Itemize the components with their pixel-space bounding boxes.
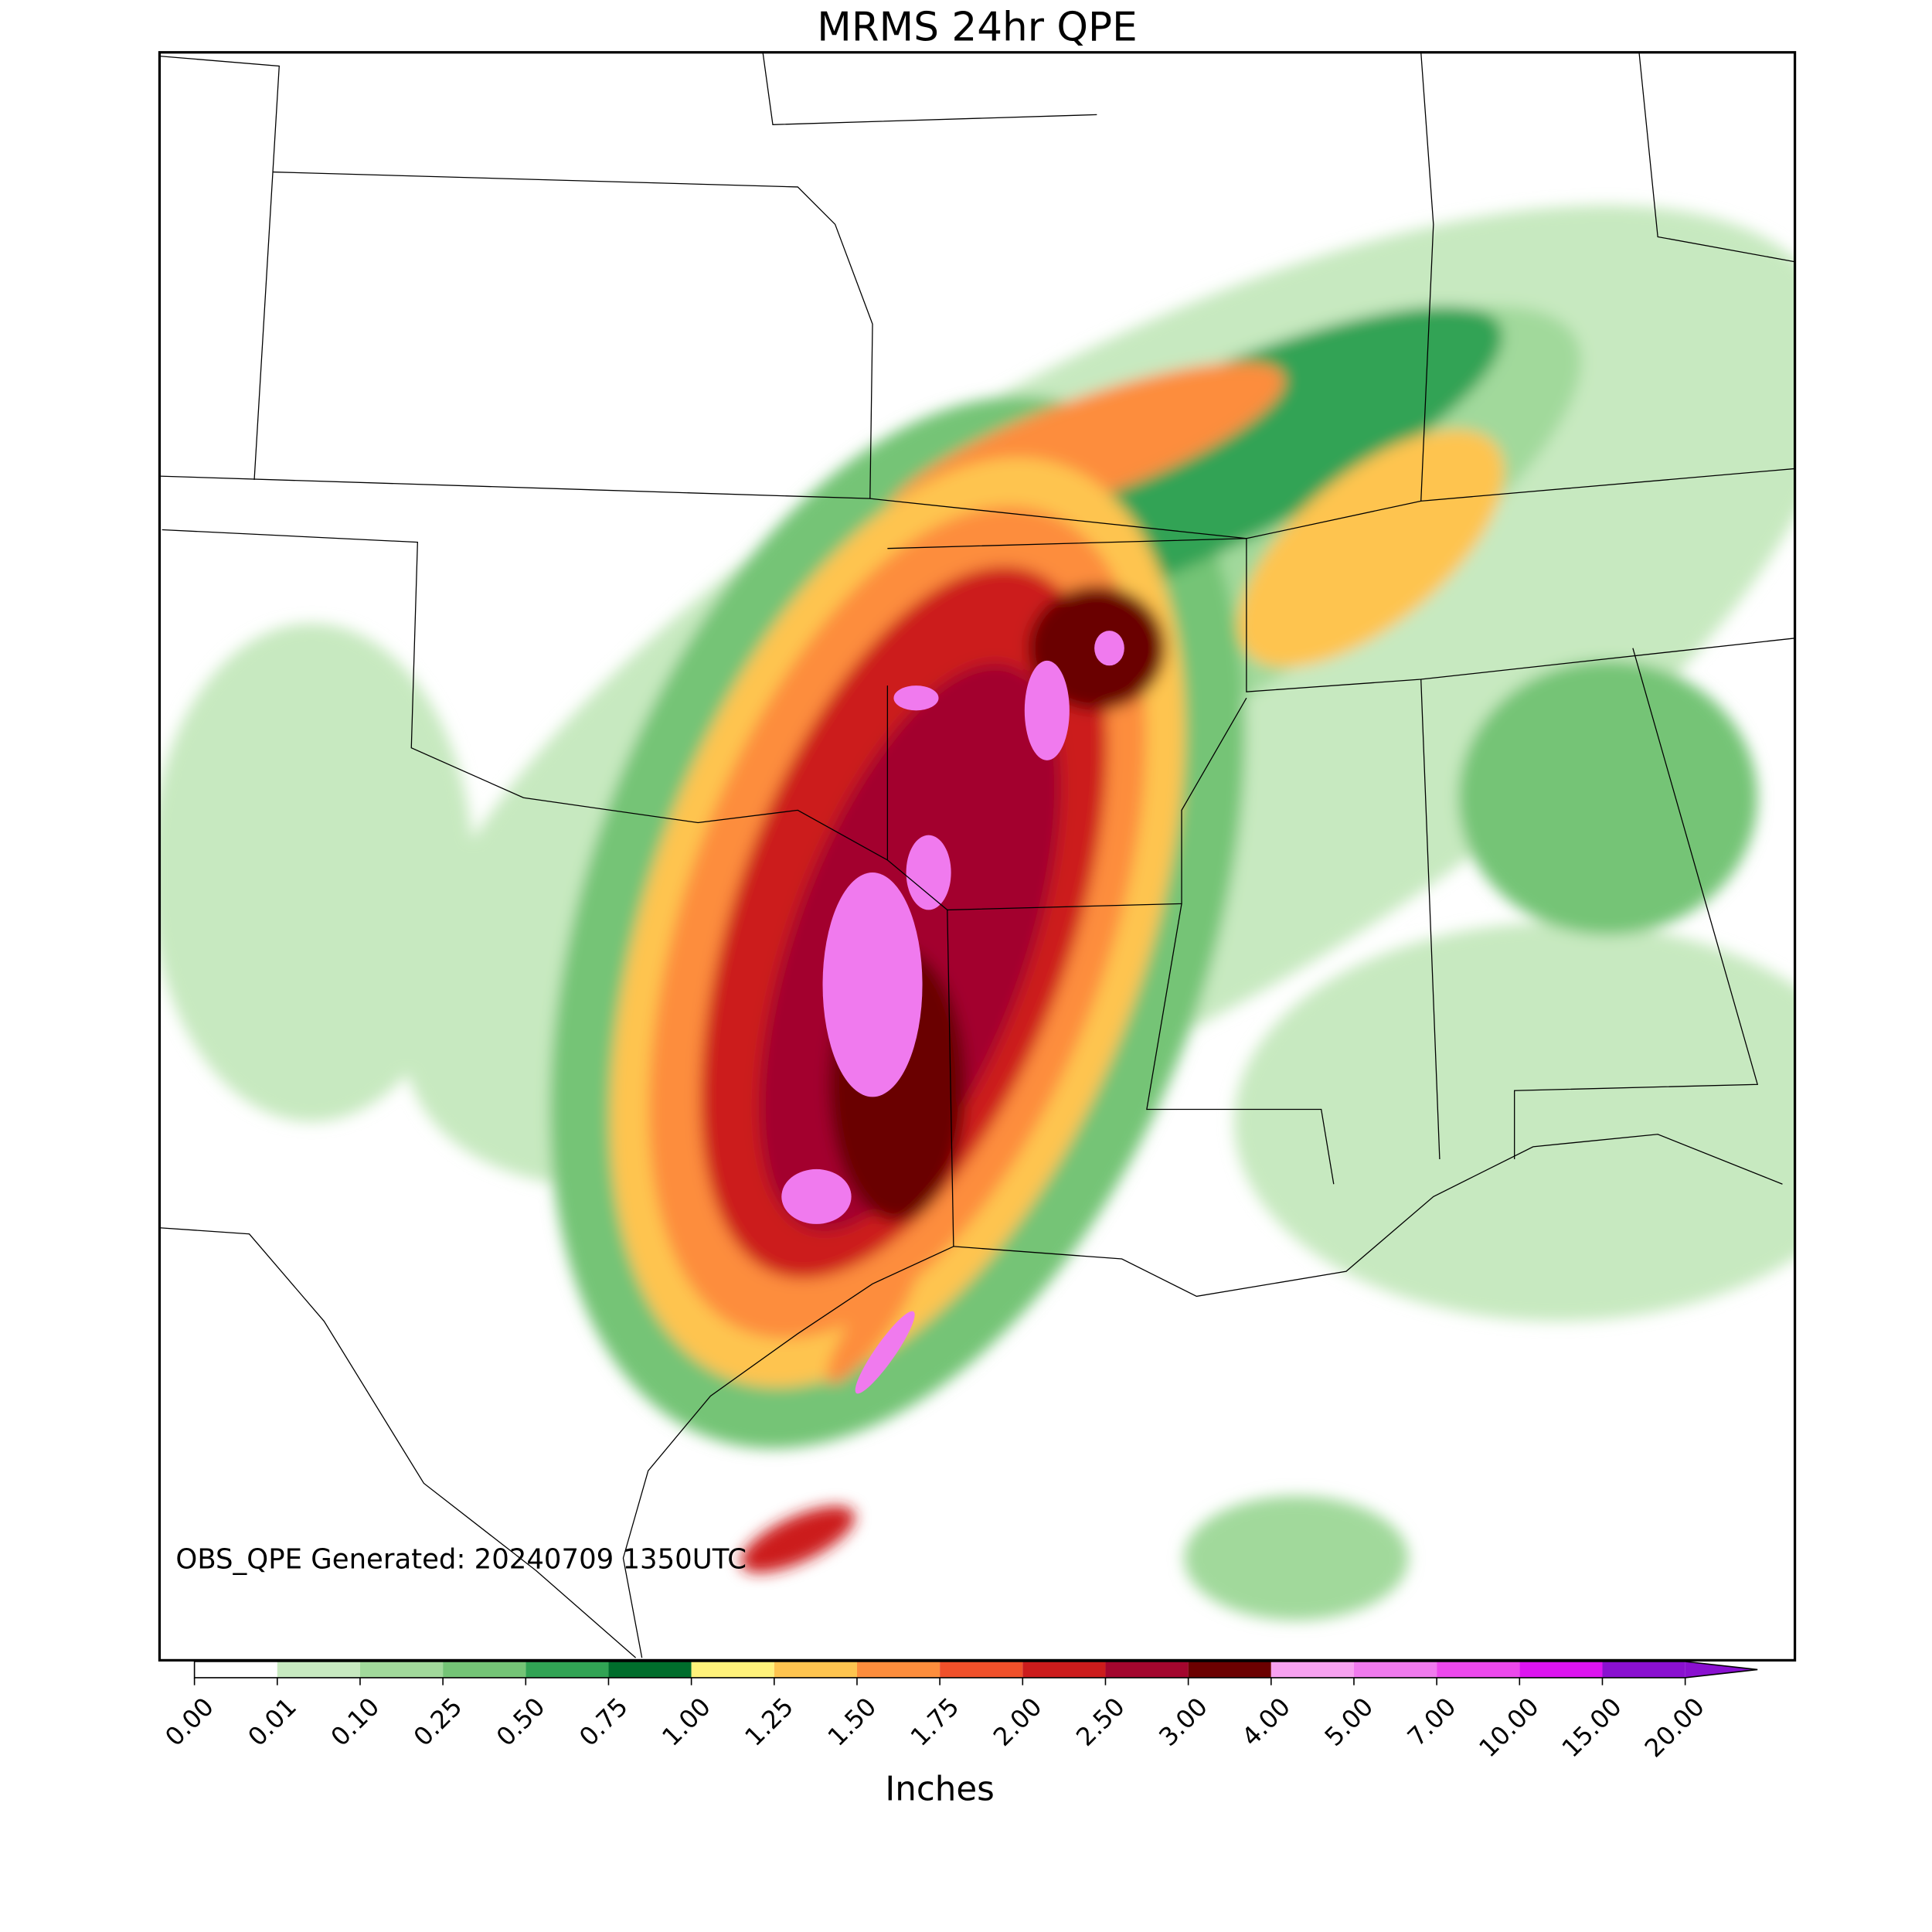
colorbar-tick-label: 0.10	[325, 1692, 386, 1752]
generated-annotation: OBS_QPE Generated: 20240709 1350UTC	[175, 1543, 747, 1575]
colorbar-label: Inches	[885, 1770, 994, 1809]
colorbar-bin	[359, 1662, 444, 1678]
colorbar-bin	[1602, 1662, 1685, 1678]
colorbar-tick-label: 4.00	[1236, 1692, 1296, 1752]
colorbar-bin	[856, 1662, 940, 1678]
colorbar-tick-label: 1.50	[822, 1692, 883, 1752]
state-boundaries	[159, 52, 1795, 1658]
colorbar-tick-label: 3.00	[1153, 1692, 1213, 1752]
precipitation-field	[159, 205, 1795, 1621]
colorbar-bin	[1519, 1662, 1603, 1678]
colorbar-outline	[193, 1661, 1758, 1679]
colorbar-bin	[1270, 1662, 1354, 1678]
colorbar-tick-label: 0.25	[408, 1692, 468, 1752]
colorbar-bin	[774, 1662, 857, 1678]
colorbar-bin	[1022, 1662, 1106, 1678]
colorbar-extend	[1685, 1662, 1758, 1678]
colorbar-tick-label: 10.00	[1473, 1692, 1544, 1763]
colorbar-bin	[691, 1662, 774, 1678]
colorbar-tick-label: 2.50	[1070, 1692, 1131, 1752]
colorbar-bin	[194, 1662, 277, 1678]
colorbar-bin	[443, 1662, 526, 1678]
colorbar-bin	[1437, 1662, 1520, 1678]
colorbar-bin	[1353, 1662, 1437, 1678]
colorbar: 0.00 0.01 0.10 0.25 0.50 0.75 1.00 1.25 1.50 1.75…	[159, 1661, 1758, 1763]
map-title: MRMS 24hr QPE	[817, 5, 1137, 51]
colorbar-bin	[526, 1662, 609, 1678]
colorbar-tick-label: 0.00	[159, 1692, 219, 1752]
colorbar-bin	[1105, 1662, 1189, 1678]
colorbar-tick-label: 0.75	[573, 1692, 634, 1752]
colorbar-tick-label: 5.00	[1319, 1692, 1379, 1752]
colorbar-tick-label: 15.00	[1556, 1692, 1628, 1763]
colorbar-tick-label: 0.50	[491, 1692, 551, 1752]
colorbar-bin	[608, 1662, 692, 1678]
colorbar-tick-label: 0.01	[242, 1692, 302, 1752]
colorbar-tick-label: 2.00	[988, 1692, 1048, 1752]
colorbar-bin	[1188, 1662, 1271, 1678]
colorbar-tick-label: 1.00	[656, 1692, 716, 1752]
colorbar-bin	[940, 1662, 1023, 1678]
colorbar-tick-label: 1.75	[905, 1692, 965, 1752]
colorbar-bin	[277, 1662, 360, 1678]
colorbar-tick-label: 7.00	[1402, 1692, 1462, 1752]
colorbar-tick-label: 20.00	[1639, 1692, 1710, 1763]
map-frame	[158, 51, 1797, 1662]
colorbar-tick-label: 1.25	[739, 1692, 799, 1752]
